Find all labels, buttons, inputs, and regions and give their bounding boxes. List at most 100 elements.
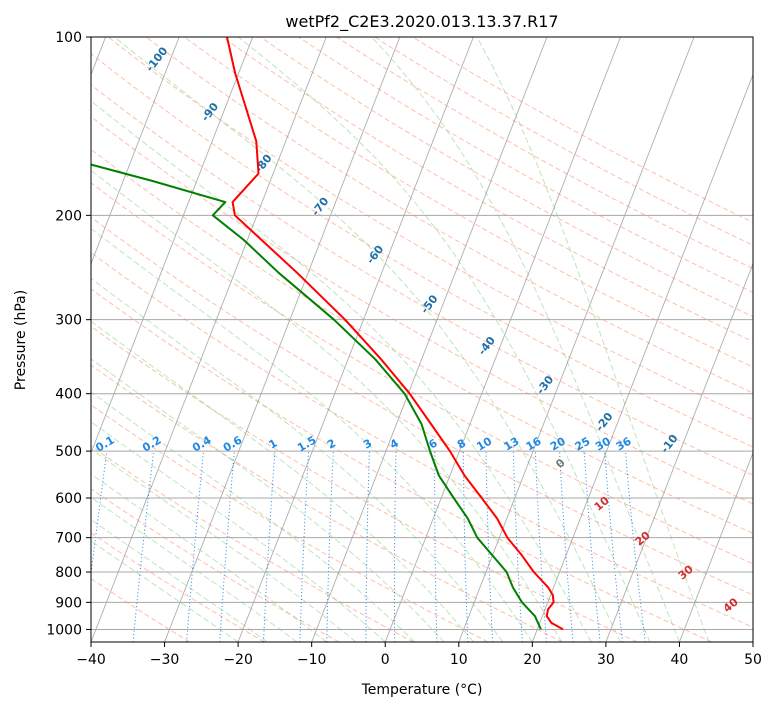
- background-grid-lines: [91, 37, 753, 642]
- dry-adiabat-line: [91, 532, 265, 642]
- y-tick-label: 1000: [46, 622, 82, 638]
- temperature-profile-line: [226, 37, 564, 631]
- dry-adiabat-line: [91, 53, 753, 448]
- y-tick-label: 900: [55, 595, 82, 611]
- chart-title: wetPf2_C2E3.2020.013.13.37.R17: [285, 12, 558, 32]
- moist-adiabat-line: [91, 421, 386, 642]
- x-tick-label: 10: [450, 652, 468, 668]
- dry-adiabat-line: [91, 182, 753, 565]
- y-tick-label: 400: [55, 387, 82, 403]
- x-tick-label: 40: [671, 652, 689, 668]
- dry-adiabat-line: [298, 37, 753, 293]
- y-tick-label: 700: [55, 531, 82, 547]
- moist-adiabat-label: -60: [364, 243, 387, 267]
- mixing-ratio-label: 4: [388, 436, 401, 451]
- moist-adiabat-line: [91, 473, 327, 642]
- mixing-ratio-line: [263, 451, 276, 642]
- mixing-ratio-label: 2: [325, 437, 338, 452]
- moist-adiabat-line: [114, 37, 622, 642]
- x-tick-label: −10: [297, 652, 327, 668]
- isotherm-line: [752, 640, 753, 642]
- isotherm-line: [91, 37, 180, 265]
- mixing-ratio-line: [91, 451, 108, 578]
- mixing-ratio-line: [534, 451, 548, 642]
- moist-adiabat-line: [91, 227, 533, 642]
- isotherm-line: [605, 262, 753, 642]
- dry-adiabat-line: [91, 251, 753, 628]
- dry-adiabat-line: [91, 84, 753, 476]
- moist-adiabat-label: -90: [199, 100, 222, 124]
- x-tick-label: 0: [381, 652, 390, 668]
- moist-adiabat-label: -10: [658, 432, 681, 456]
- moist-adiabat-line: [371, 37, 680, 642]
- dry-adiabat-line: [91, 488, 340, 642]
- y-tick-label: 500: [55, 444, 82, 460]
- x-axis-ticks: −40 −30 −20 −10 0 10 20 30 40 50: [76, 642, 762, 668]
- x-axis-label: Temperature (°C): [361, 682, 483, 698]
- isotherm-line: [458, 37, 695, 642]
- dry-adiabat-line: [91, 325, 638, 642]
- y-tick-label: 300: [55, 313, 82, 329]
- dewpoint-profile-line: [91, 163, 542, 630]
- mixing-ratio-line: [434, 451, 438, 642]
- isotherm-line: [91, 37, 327, 642]
- moist-adiabat-line: [91, 358, 445, 642]
- mixing-ratio-line: [485, 451, 494, 642]
- dry-adiabat-line: [91, 288, 713, 642]
- isotherm-line: [91, 37, 254, 455]
- dry-adiabat-line: [336, 37, 753, 270]
- x-tick-label: −40: [76, 652, 106, 668]
- plot-frame: [90, 36, 754, 643]
- x-tick-label: 20: [523, 652, 541, 668]
- dry-adiabat-label: 30: [676, 562, 696, 582]
- pressure-gridlines: [91, 36, 753, 630]
- mixing-ratio-line: [512, 451, 523, 642]
- moist-adiabat-line: [476, 37, 710, 642]
- mixing-ratio-line: [326, 451, 334, 642]
- y-tick-label: 100: [55, 30, 82, 46]
- y-tick-label: 200: [55, 208, 82, 224]
- moist-adiabat-line: [91, 320, 474, 642]
- mixing-ratio-line: [365, 451, 370, 642]
- mixing-ratio-line: [394, 451, 397, 642]
- moist-adiabat-line: [91, 169, 563, 642]
- moist-adiabat-line: [238, 37, 651, 642]
- sounding-profiles: [91, 37, 564, 631]
- dry-adiabat-line: [222, 37, 753, 343]
- isotherm-line: [679, 451, 753, 642]
- dry-adiabat-line: [91, 404, 489, 642]
- mixing-ratio-line: [132, 451, 155, 642]
- moist-adiabat-line: [91, 518, 268, 642]
- dry-adiabat-line: [91, 216, 753, 596]
- dry-adiabat-line: [260, 37, 753, 318]
- dry-adiabat-label: 10: [592, 494, 612, 514]
- mixing-ratio-label: 3: [361, 437, 374, 452]
- dry-adiabat-line: [91, 364, 563, 642]
- x-tick-label: −30: [150, 652, 180, 668]
- moist-adiabat-line: [91, 391, 415, 642]
- moist-adiabat-label: -20: [593, 410, 616, 434]
- dry-adiabat-label: 40: [721, 595, 741, 615]
- moist-adiabat-label: -50: [418, 292, 441, 316]
- mixing-ratio-line: [462, 451, 469, 642]
- moist-adiabat-line: [91, 100, 592, 642]
- x-tick-label: 30: [597, 652, 615, 668]
- mixing-ratio-label: 8: [455, 437, 468, 452]
- mixing-ratio-line: [299, 451, 310, 642]
- dry-adiabat-line: [107, 37, 753, 421]
- moist-adiabat-line: [91, 277, 504, 642]
- mixing-ratio-label: 1: [267, 437, 280, 452]
- mixing-ratio-line: [583, 451, 601, 642]
- dry-adiabat-line: [91, 445, 414, 642]
- x-tick-label: −20: [223, 652, 253, 668]
- y-tick-label: 800: [55, 565, 82, 581]
- isotherm-line: [164, 37, 401, 642]
- isotherm-line: [311, 37, 548, 642]
- moist-adiabat-line: [91, 540, 239, 642]
- moist-adiabat-line: [91, 448, 357, 642]
- x-tick-label: 50: [744, 652, 762, 668]
- dry-adiabat-line: [145, 37, 753, 394]
- isotherm-line: [531, 73, 753, 642]
- mixing-ratio-line: [219, 451, 235, 642]
